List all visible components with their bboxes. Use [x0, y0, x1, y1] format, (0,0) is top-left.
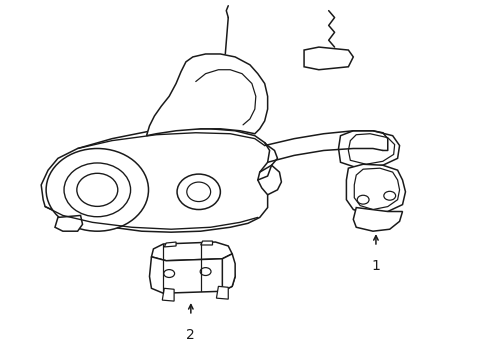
- Text: 2: 2: [186, 328, 195, 342]
- Polygon shape: [55, 215, 82, 231]
- Ellipse shape: [383, 191, 395, 200]
- Polygon shape: [164, 242, 176, 247]
- Polygon shape: [162, 288, 174, 301]
- Polygon shape: [347, 134, 394, 164]
- Polygon shape: [338, 131, 399, 168]
- Polygon shape: [352, 208, 402, 231]
- Polygon shape: [222, 254, 235, 291]
- Ellipse shape: [46, 148, 148, 231]
- Ellipse shape: [200, 267, 211, 275]
- Polygon shape: [304, 47, 352, 70]
- Polygon shape: [216, 286, 228, 299]
- Ellipse shape: [77, 173, 118, 206]
- Polygon shape: [346, 164, 405, 215]
- Polygon shape: [41, 129, 269, 232]
- Ellipse shape: [177, 174, 220, 210]
- Ellipse shape: [357, 195, 368, 204]
- Polygon shape: [149, 257, 235, 293]
- Ellipse shape: [163, 270, 174, 278]
- Text: 1: 1: [371, 259, 380, 273]
- Ellipse shape: [64, 163, 130, 217]
- Polygon shape: [200, 241, 212, 245]
- Polygon shape: [151, 242, 232, 261]
- Polygon shape: [146, 54, 267, 136]
- Polygon shape: [353, 168, 399, 210]
- Ellipse shape: [186, 182, 210, 202]
